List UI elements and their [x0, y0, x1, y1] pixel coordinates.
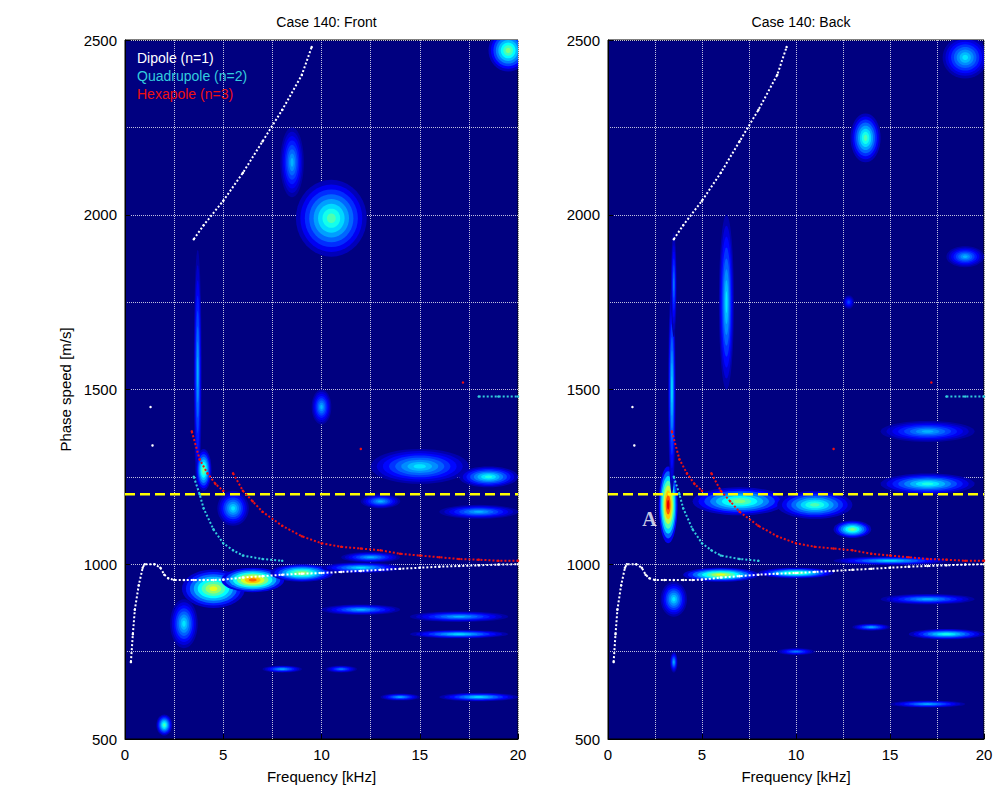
svg-text:Frequency [kHz]: Frequency [kHz] — [741, 768, 850, 785]
svg-text:2000: 2000 — [84, 206, 117, 223]
svg-text:1500: 1500 — [84, 381, 117, 398]
svg-text:Case 140: Front: Case 140: Front — [276, 14, 376, 30]
svg-text:2500: 2500 — [84, 32, 117, 49]
svg-text:2500: 2500 — [567, 32, 600, 49]
svg-text:Quadrupole (n=2): Quadrupole (n=2) — [137, 68, 247, 84]
svg-text:10: 10 — [313, 746, 330, 763]
svg-text:10: 10 — [788, 746, 805, 763]
svg-text:500: 500 — [92, 731, 117, 748]
svg-text:2000: 2000 — [567, 206, 600, 223]
svg-text:20: 20 — [976, 746, 993, 763]
svg-text:20: 20 — [510, 746, 527, 763]
svg-text:15: 15 — [411, 746, 428, 763]
svg-text:15: 15 — [882, 746, 899, 763]
svg-text:500: 500 — [575, 731, 600, 748]
svg-text:1000: 1000 — [84, 556, 117, 573]
svg-text:Frequency [kHz]: Frequency [kHz] — [267, 768, 376, 785]
svg-text:1500: 1500 — [567, 381, 600, 398]
svg-text:5: 5 — [219, 746, 227, 763]
svg-text:Dipole (n=1): Dipole (n=1) — [137, 50, 214, 66]
svg-text:1000: 1000 — [567, 556, 600, 573]
svg-text:Case 140: Back: Case 140: Back — [752, 14, 852, 30]
svg-text:0: 0 — [604, 746, 612, 763]
svg-text:0: 0 — [121, 746, 129, 763]
svg-text:Phase speed [m/s]: Phase speed [m/s] — [57, 327, 74, 451]
svg-text:5: 5 — [698, 746, 706, 763]
svg-text:Hexapole (n=3): Hexapole (n=3) — [137, 86, 233, 102]
svg-text:A: A — [642, 508, 657, 530]
